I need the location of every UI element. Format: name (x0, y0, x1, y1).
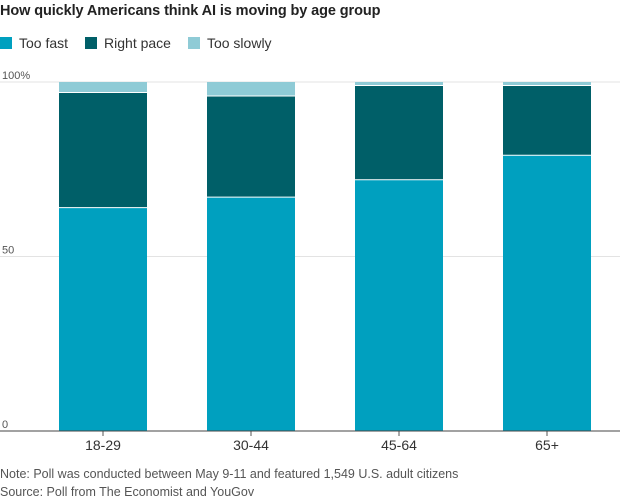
legend-item-too-slowly: Too slowly (187, 35, 272, 51)
bar-18-29-right-pace (59, 92, 147, 208)
x-tick-label-65: 65+ (535, 437, 559, 453)
bar-45-64-too-slowly (355, 82, 443, 86)
bar-65-too-fast (503, 155, 591, 432)
legend-label-right-pace: Right pace (104, 35, 171, 51)
y-tick-label-100: 100% (2, 70, 30, 82)
bar-18-29-too-fast (59, 207, 147, 431)
y-tick-label-50: 50 (2, 245, 14, 257)
legend-item-right-pace: Right pace (85, 35, 171, 51)
bar-18-29-too-slowly (59, 82, 147, 93)
legend-label-too-slowly: Too slowly (206, 35, 272, 51)
legend-swatch-right-pace (85, 37, 98, 49)
footer-note: Note: Poll was conducted between May 9-1… (0, 467, 459, 481)
bar-45-64-right-pace (355, 85, 443, 180)
legend-item-too-fast: Too fast (0, 35, 68, 51)
chart-legend: Too fast Right pace Too slowly (0, 35, 289, 51)
x-tick-label-45-64: 45-64 (381, 437, 417, 453)
bar-30-44-too-slowly (207, 82, 295, 96)
legend-swatch-too-slowly (187, 37, 200, 49)
y-tick-label-0: 0 (2, 419, 8, 431)
legend-swatch-too-fast (0, 37, 12, 49)
bar-45-64-too-fast (355, 179, 443, 431)
x-tick-label-18-29: 18-29 (85, 437, 121, 453)
footer-source: Source: Poll from The Economist and YouG… (0, 485, 255, 499)
bar-65-too-slowly (503, 82, 591, 86)
x-tick-label-30-44: 30-44 (233, 437, 269, 453)
legend-label-too-fast: Too fast (19, 35, 69, 51)
chart-title: How quickly Americans think AI is moving… (0, 3, 381, 19)
bar-30-44-too-fast (207, 197, 295, 431)
bar-30-44-right-pace (207, 95, 295, 198)
bar-65-right-pace (503, 85, 591, 156)
